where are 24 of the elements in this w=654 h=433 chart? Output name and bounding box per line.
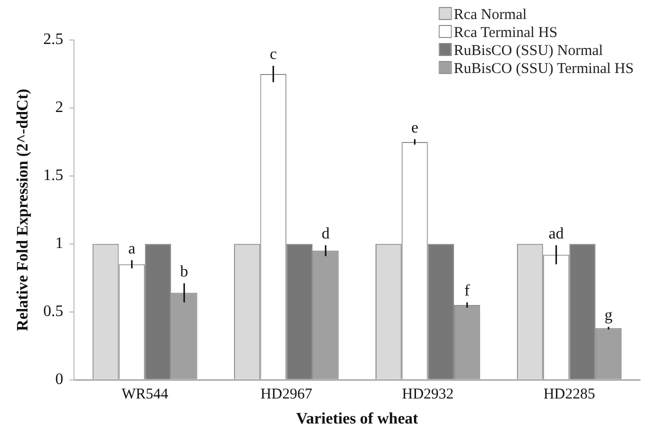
y-tick-label: 1: [55, 235, 64, 252]
legend-label: Rca Terminal HS: [454, 24, 558, 41]
y-tick-label: 2.5: [43, 31, 64, 48]
annotation: f: [464, 282, 470, 300]
x-tick-label: HD2967: [260, 386, 313, 403]
y-tick-label: 1.5: [43, 167, 64, 184]
x-tick-label: HD2932: [402, 386, 454, 403]
annotation: ad: [548, 225, 564, 242]
x-axis-title: Varieties of wheat: [296, 410, 419, 428]
annotation: d: [322, 225, 330, 242]
annotation: g: [604, 306, 613, 324]
annotation: a: [128, 240, 136, 258]
y-axis-title: Relative Fold Expression (2^-ddCt): [14, 88, 32, 332]
annotation: e: [411, 119, 418, 136]
y-tick-label: 0.5: [43, 303, 64, 320]
y-tick-label: 2: [55, 99, 64, 116]
legend-label: Rca Normal: [454, 6, 527, 23]
y-tick-label: 0: [55, 371, 64, 388]
x-tick-label: HD2285: [543, 386, 596, 403]
annotation: c: [270, 46, 277, 64]
annotation: b: [180, 264, 188, 280]
x-tick-label: WR544: [122, 386, 169, 403]
legend-label: RuBisCO (SSU) Normal: [454, 42, 603, 59]
legend-label: RuBisCO (SSU) Terminal HS: [454, 60, 634, 77]
